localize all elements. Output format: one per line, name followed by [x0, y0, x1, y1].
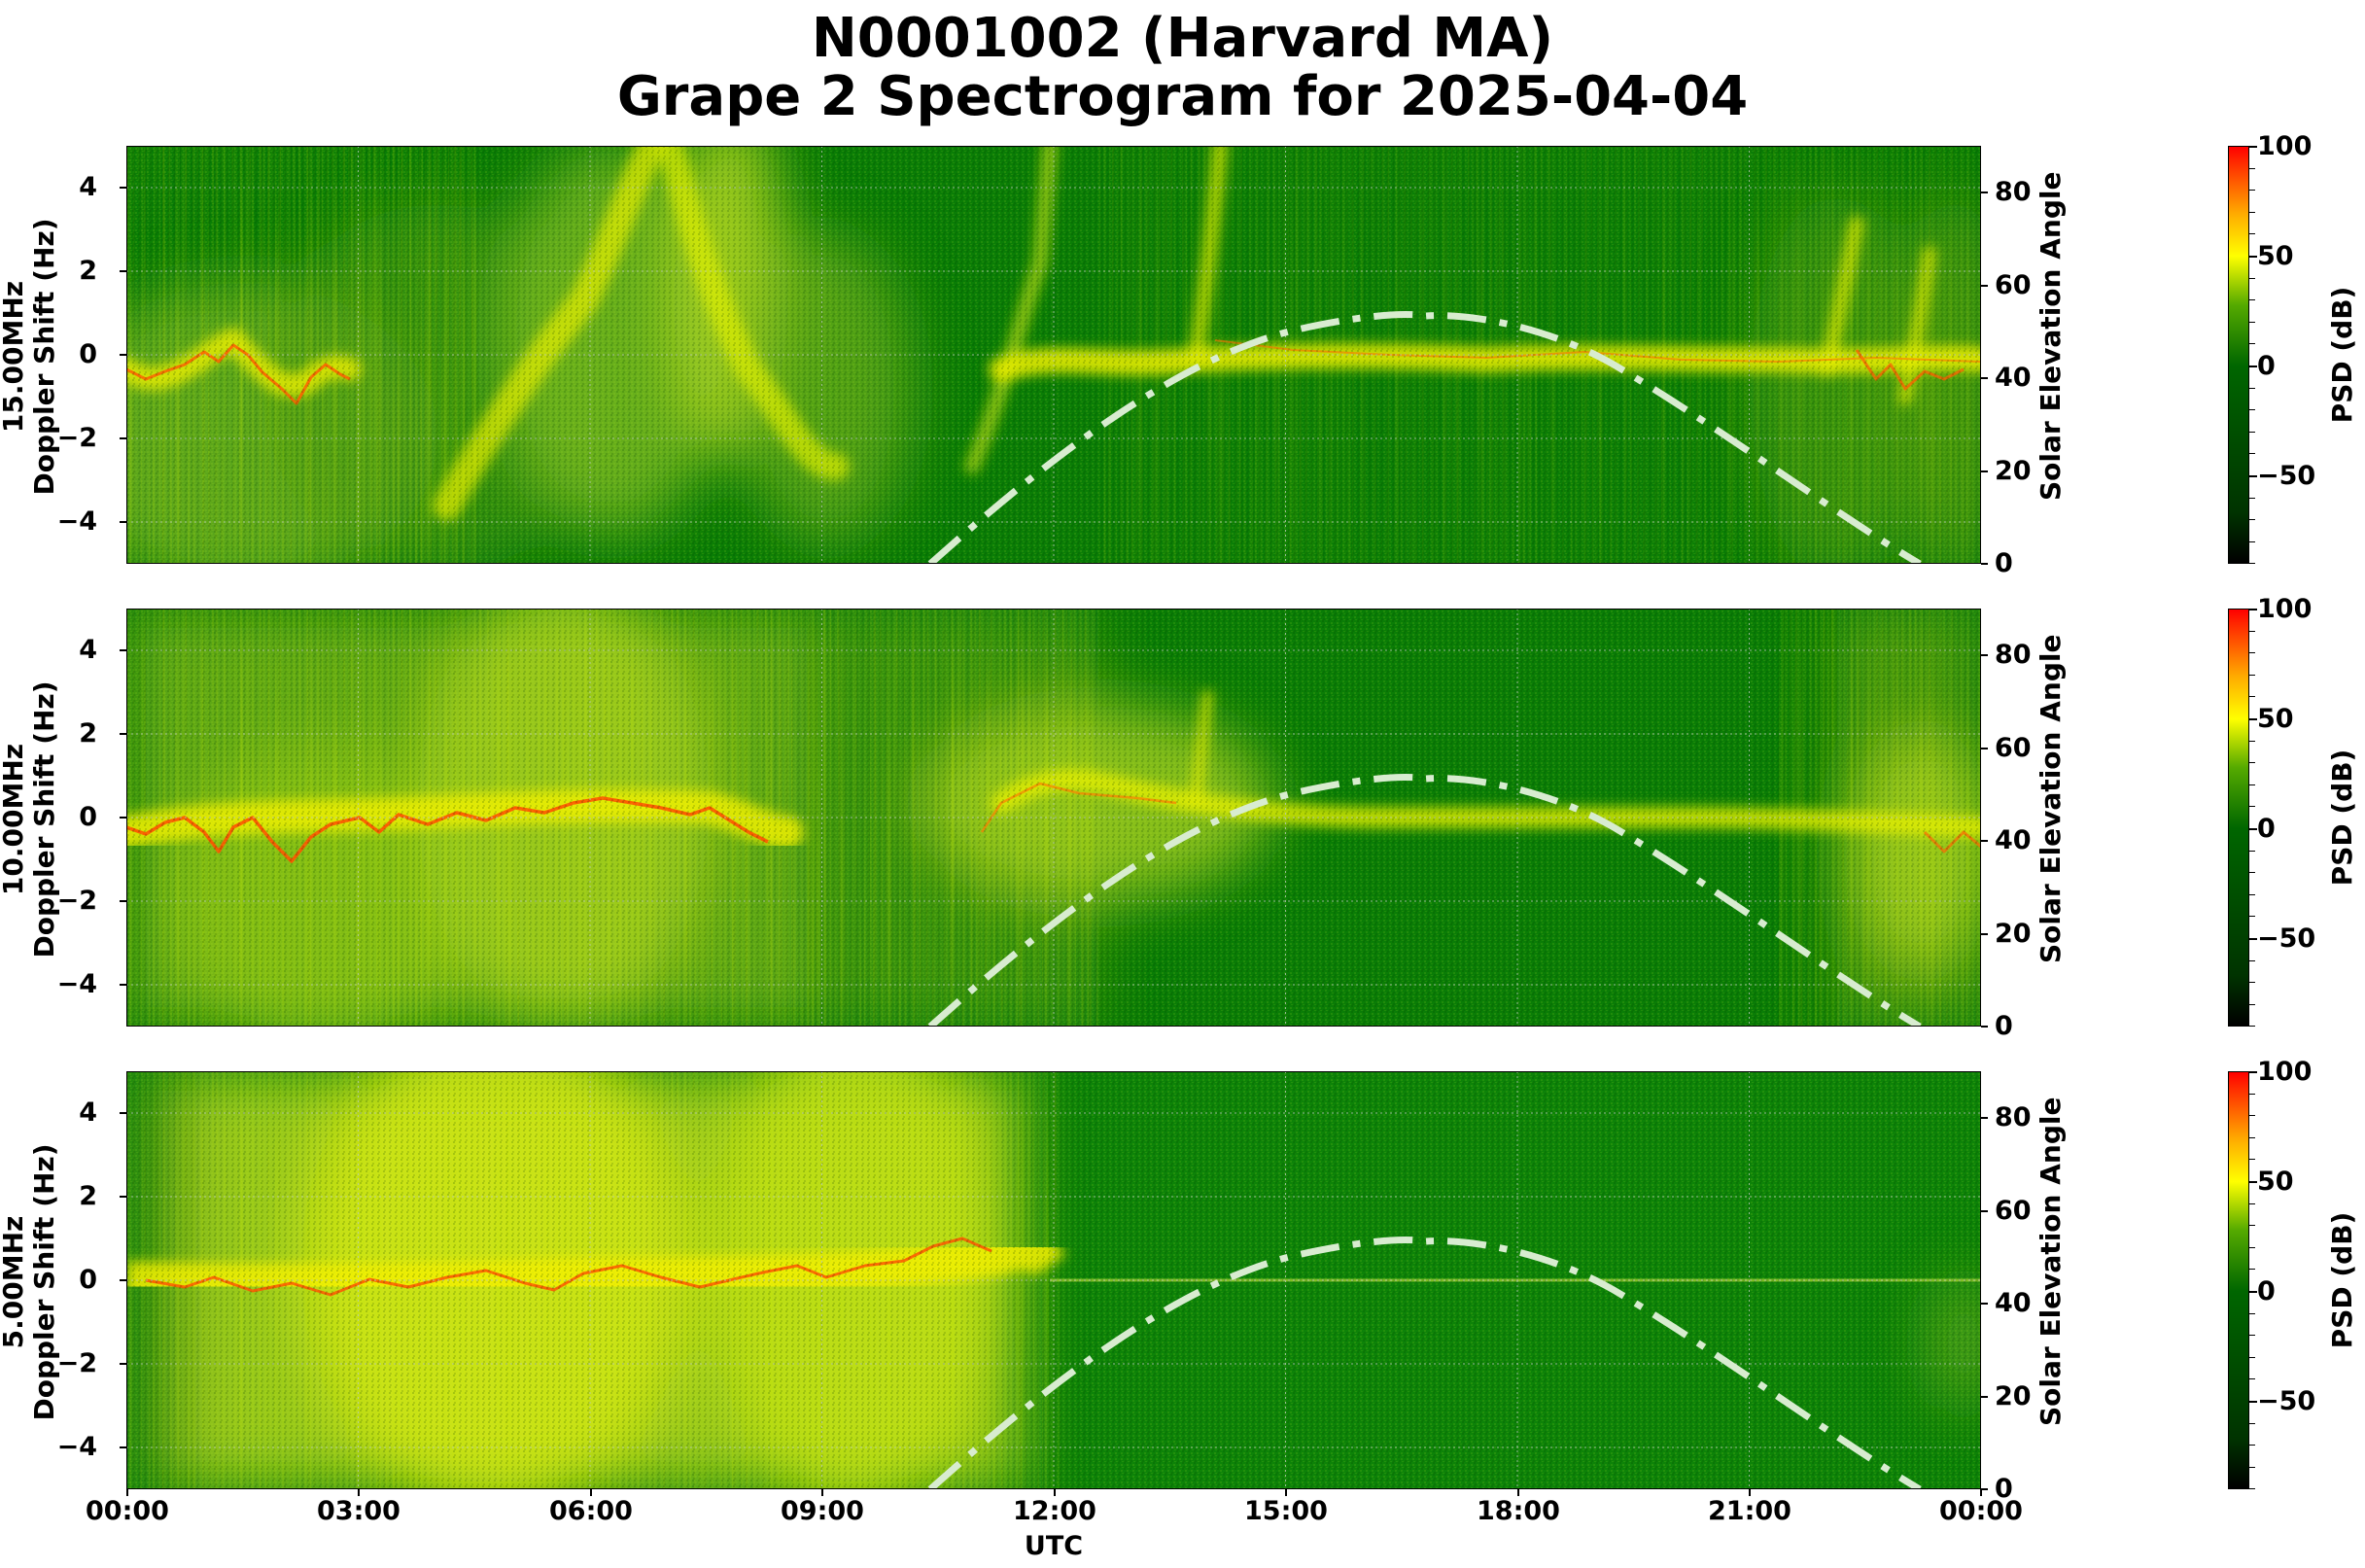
colorbar-5mhz: [2228, 1071, 2249, 1489]
ytick-label: −2: [56, 423, 97, 453]
spectrogram-5mhz: [126, 1071, 1981, 1489]
ylabel-15mhz: 15.00MHz Doppler Shift (Hz): [0, 211, 60, 503]
xtick-label: 06:00: [549, 1496, 633, 1526]
ylabel-5mhz: 5.00MHz Doppler Shift (Hz): [0, 1136, 60, 1428]
ytick-label: −4: [56, 969, 97, 999]
xtick-label: 18:00: [1477, 1496, 1560, 1526]
xtick-label: 00:00: [1939, 1496, 2023, 1526]
y2tick-label: 40: [1995, 825, 2032, 855]
doppler-axis-label: Doppler Shift (Hz): [28, 1143, 60, 1421]
xtick-label: 21:00: [1708, 1496, 1791, 1526]
doppler-axis-label: Doppler Shift (Hz): [28, 680, 60, 958]
colorbar-tick-label: 0: [2257, 351, 2276, 381]
y2tick-label: 0: [1995, 1474, 2013, 1504]
ytick-label: −2: [56, 886, 97, 916]
solar-elevation-axis-label-15mhz: Solar Elevation Angle: [2035, 171, 2067, 501]
y2tick-label: 40: [1995, 1288, 2032, 1318]
ytick-label: −4: [56, 506, 97, 537]
colorbar-15mhz: [2228, 146, 2249, 564]
ylabel-10mhz: 10.00MHz Doppler Shift (Hz): [0, 674, 60, 965]
colorbar-label-15mhz: PSD (dB): [2326, 286, 2358, 424]
colorbar-tick-label: −50: [2257, 461, 2316, 491]
colorbar-label-5mhz: PSD (dB): [2326, 1211, 2358, 1349]
y2tick-label: 60: [1995, 1196, 2032, 1226]
solar-elevation-curve: [927, 774, 1922, 1027]
ytick-label: 4: [79, 635, 97, 665]
ytick-label: −2: [56, 1348, 97, 1378]
chart-title-line1: N0001002 (Harvard MA): [811, 7, 1554, 70]
xtick-label: 00:00: [86, 1496, 169, 1526]
spectrogram-15mhz: [126, 146, 1981, 564]
colorbar-tick-label: 50: [2257, 704, 2294, 734]
frequency-label: 15.00MHz: [0, 280, 29, 434]
y2tick-label: 80: [1995, 640, 2032, 670]
xtick-label: 15:00: [1244, 1496, 1328, 1526]
colorbar-tick-label: −50: [2257, 1386, 2316, 1416]
xtick-label: 12:00: [1013, 1496, 1096, 1526]
y2tick-label: 40: [1995, 363, 2032, 393]
xtick-label: 09:00: [781, 1496, 864, 1526]
y2tick-label: 20: [1995, 919, 2032, 949]
y2tick-label: 60: [1995, 270, 2032, 300]
y2tick-label: 20: [1995, 1381, 2032, 1411]
doppler-axis-label: Doppler Shift (Hz): [28, 218, 60, 496]
solar-elevation-curve: [927, 1237, 1922, 1489]
frequency-label: 5.00MHz: [0, 1215, 29, 1349]
solar-elevation-curve: [927, 311, 1922, 564]
colorbar-tick-label: 0: [2257, 814, 2276, 844]
colorbar-tick-label: 100: [2257, 1057, 2313, 1087]
colorbar-tick-label: 100: [2257, 594, 2313, 624]
y2tick-label: 0: [1995, 548, 2013, 578]
colorbar-tick-label: 50: [2257, 241, 2294, 271]
ytick-label: 2: [79, 718, 97, 749]
ytick-label: 4: [79, 172, 97, 202]
colorbar-tick-label: −50: [2257, 923, 2316, 954]
y2tick-label: 80: [1995, 1102, 2032, 1132]
colorbar-tick-label: 100: [2257, 131, 2313, 161]
ytick-label: 0: [79, 339, 97, 369]
y2tick-label: 0: [1995, 1011, 2013, 1041]
ytick-label: 2: [79, 256, 97, 286]
spectrogram-10mhz: [126, 609, 1981, 1027]
y2tick-label: 80: [1995, 177, 2032, 207]
solar-elevation-axis-label-10mhz: Solar Elevation Angle: [2035, 634, 2067, 963]
solar-elevation-axis-label-5mhz: Solar Elevation Angle: [2035, 1097, 2067, 1426]
chart-title-line2: Grape 2 Spectrogram for 2025-04-04: [616, 65, 1749, 128]
colorbar-label-10mhz: PSD (dB): [2326, 749, 2358, 887]
ytick-label: 4: [79, 1098, 97, 1128]
frequency-label: 10.00MHz: [0, 743, 29, 896]
ytick-label: 0: [79, 802, 97, 832]
ytick-label: 0: [79, 1265, 97, 1295]
y2tick-label: 60: [1995, 733, 2032, 763]
colorbar-tick-label: 50: [2257, 1167, 2294, 1197]
x-axis-label: UTC: [1024, 1531, 1084, 1561]
xtick-label: 03:00: [317, 1496, 400, 1526]
ytick-label: −4: [56, 1432, 97, 1462]
y2tick-label: 20: [1995, 456, 2032, 486]
ytick-label: 2: [79, 1181, 97, 1211]
colorbar-tick-label: 0: [2257, 1276, 2276, 1307]
colorbar-10mhz: [2228, 609, 2249, 1027]
